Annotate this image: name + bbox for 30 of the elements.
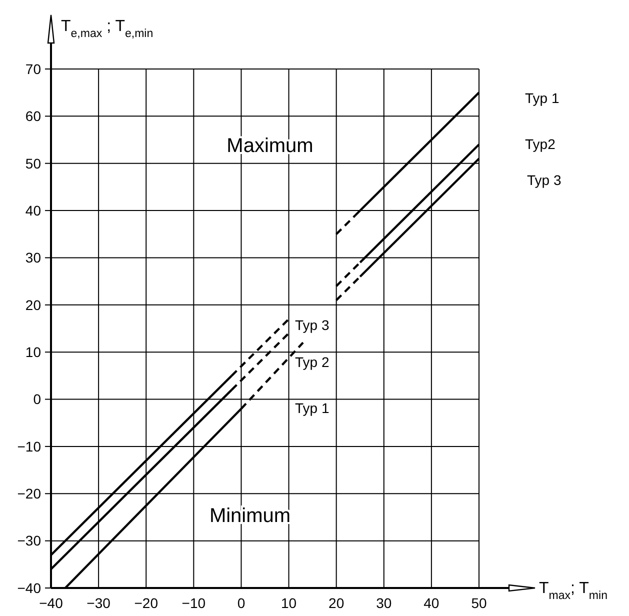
y-tick-label: −30 <box>17 532 42 549</box>
x-tick-label: 40 <box>424 595 440 611</box>
x-tick-label: 0 <box>237 595 246 611</box>
annotation: Typ 3 <box>295 316 330 333</box>
text: Typ 3 <box>527 172 562 188</box>
x-tick-label: −20 <box>134 595 158 611</box>
x-axis-title: T$_{max}$; T$_{min}$ <box>539 580 608 602</box>
y-tick-label: 20 <box>25 296 42 313</box>
x-tick-label: −30 <box>86 595 111 611</box>
text: Typ 1 <box>525 90 560 106</box>
y-tick-label: 70 <box>25 60 42 77</box>
y-tick-label: 50 <box>25 155 42 172</box>
x-tick-label: 20 <box>328 595 344 611</box>
x-tick-label: 50 <box>471 595 487 611</box>
annotation: Typ 1 <box>295 400 330 416</box>
y-axis-title: T$_{e,max}$ ; T$_{e,min}$ <box>61 18 154 40</box>
annotation: Typ 2 <box>295 354 330 370</box>
y-tick-label: 60 <box>25 108 42 124</box>
y-tick-label: 40 <box>25 202 42 218</box>
x-tick-label: 30 <box>376 595 392 611</box>
x-tick-label: −40 <box>39 595 64 611</box>
text: Typ2 <box>525 136 556 152</box>
x-tick-label: −10 <box>182 595 206 611</box>
y-tick-label: 10 <box>25 344 42 360</box>
x-tick-label: 10 <box>280 595 297 611</box>
y-tick-label: 30 <box>25 250 42 266</box>
y-tick-label: −40 <box>17 580 42 596</box>
y-tick-label: −10 <box>17 438 42 454</box>
y-tick-label: 0 <box>33 391 42 408</box>
y-tick-label: −20 <box>17 486 42 502</box>
